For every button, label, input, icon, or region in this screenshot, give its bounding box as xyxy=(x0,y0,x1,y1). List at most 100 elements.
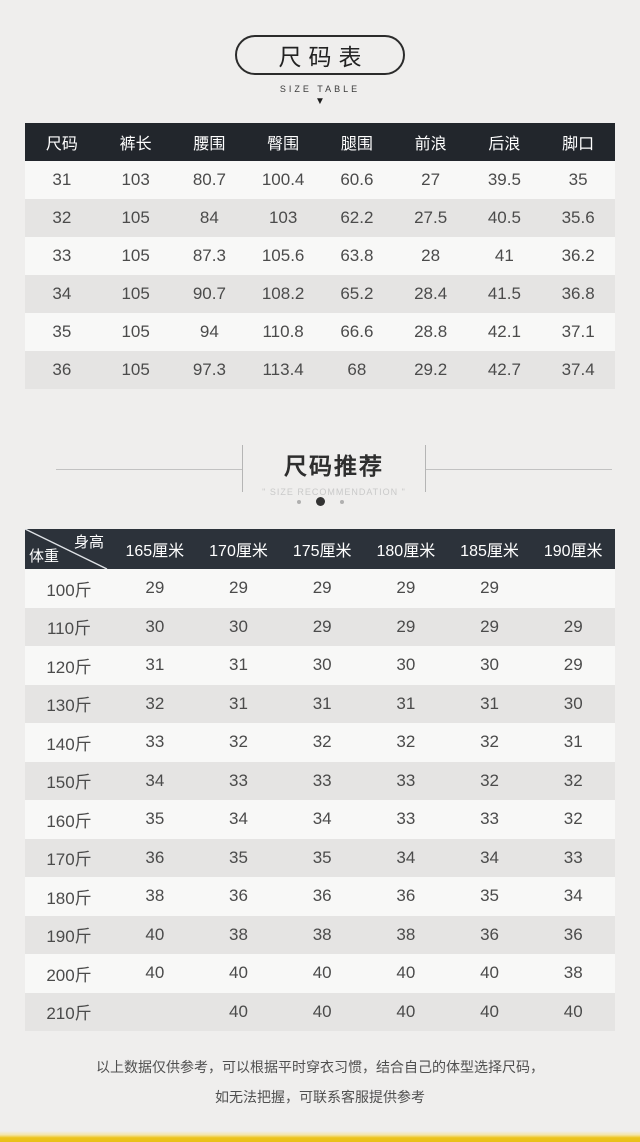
table-cell: 80.7 xyxy=(192,170,226,189)
table-row: 180斤 38 36 36 36 35 34 xyxy=(25,877,615,916)
column-header: 后浪 xyxy=(488,136,521,153)
table-cell: 105 xyxy=(121,246,150,265)
table-cell: 36 xyxy=(396,886,416,906)
table-cell: 32 xyxy=(52,208,72,227)
table-cell: 30 xyxy=(145,616,165,636)
table-cell: 68 xyxy=(347,360,367,379)
size-spec-table-header: 尺码 裤长 腰围 臀围 腿围 前浪 后浪 脚口 xyxy=(25,123,615,161)
table-row: 32 105 84 103 62.2 27.5 40.5 35.6 xyxy=(25,199,615,237)
table-row: 200斤 40 40 40 40 40 38 xyxy=(25,954,615,993)
table-row: 31 103 80.7 100.4 60.6 27 39.5 35 xyxy=(25,161,615,199)
table-cell: 32 xyxy=(145,693,165,713)
table-row: 35 105 94 110.8 66.6 28.8 42.1 37.1 xyxy=(25,313,615,351)
table-cell: 35 xyxy=(145,809,165,829)
table-cell: 37.1 xyxy=(561,322,595,341)
table-cell: 97.3 xyxy=(192,360,226,379)
table-cell: 27 xyxy=(421,170,441,189)
table-cell: 34 xyxy=(229,809,248,829)
table-cell: 33 xyxy=(396,809,416,829)
column-header: 185厘米 xyxy=(460,543,519,560)
table-cell: 35 xyxy=(568,170,588,189)
diagonal-divider xyxy=(25,529,108,569)
table-cell: 36 xyxy=(480,924,499,944)
table-cell: 39.5 xyxy=(487,170,521,189)
table-cell: 30 xyxy=(312,655,332,675)
table-cell: 38 xyxy=(563,963,583,983)
size-table-subtitle: SIZE TABLE xyxy=(279,84,361,94)
table-cell: 31 xyxy=(52,170,72,189)
table-cell: 34 xyxy=(563,886,583,906)
table-cell: 66.6 xyxy=(340,322,374,341)
table-cell: 29 xyxy=(229,578,248,598)
table-cell: 60.6 xyxy=(340,170,374,189)
pagination-dots xyxy=(0,497,640,506)
table-cell: 33 xyxy=(145,732,165,752)
footer-note-line1: 以上数据仅供参考，可以根据平时穿衣习惯，结合自己的体型选择尺码， xyxy=(96,1059,544,1075)
size-spec-table: 尺码 裤长 腰围 臀围 腿围 前浪 后浪 脚口 31 103 80.7 100.4 60.6 27 39.… xyxy=(25,123,615,389)
pagination-dot-active xyxy=(315,497,325,506)
size-recommendation-table: 身高 体重 165厘米 170厘米 175厘米 180厘米 185厘米 190厘米 100… xyxy=(25,529,615,1031)
table-row: 34 105 90.7 108.2 65.2 28.4 41.5 36.8 xyxy=(25,275,615,313)
table-cell: 65.2 xyxy=(340,284,374,303)
table-cell: 34 xyxy=(145,770,165,790)
table-cell: 32 xyxy=(563,809,583,829)
table-cell: 32 xyxy=(396,732,416,752)
column-header: 175厘米 xyxy=(292,543,352,560)
table-cell: 36.2 xyxy=(561,246,595,265)
height-axis-label: 身高 xyxy=(73,534,104,551)
pagination-dot xyxy=(339,499,344,504)
weight-label: 100斤 xyxy=(46,580,92,600)
table-cell: 36 xyxy=(52,360,72,379)
table-cell: 63.8 xyxy=(340,246,374,265)
table-row: 110斤 30 30 29 29 29 29 xyxy=(25,607,615,646)
weight-label: 160斤 xyxy=(46,811,92,831)
table-cell: 84 xyxy=(199,208,219,227)
table-cell: 35.6 xyxy=(561,208,595,227)
table-cell: 33 xyxy=(229,770,248,790)
table-cell: 40 xyxy=(312,963,332,983)
table-cell: 29 xyxy=(480,616,499,636)
column-header: 180厘米 xyxy=(376,543,436,560)
table-cell: 31 xyxy=(145,655,165,675)
table-cell: 36 xyxy=(563,924,583,944)
column-header: 170厘米 xyxy=(209,543,268,560)
weight-label: 110斤 xyxy=(46,619,92,639)
table-cell: 40 xyxy=(480,1001,499,1021)
table-cell: 90.7 xyxy=(192,284,226,303)
table-cell: 36.8 xyxy=(561,284,595,303)
table-cell: 38 xyxy=(396,924,416,944)
table-cell: 33 xyxy=(480,809,499,829)
table-cell: 41.5 xyxy=(487,284,521,303)
table-cell: 31 xyxy=(229,693,248,713)
table-cell: 28.8 xyxy=(414,322,448,341)
table-cell: 38 xyxy=(145,886,165,906)
table-cell: 40.5 xyxy=(487,208,521,227)
weight-label: 180斤 xyxy=(46,888,92,908)
column-header: 前浪 xyxy=(414,136,447,153)
table-cell: 29 xyxy=(396,616,416,636)
footer-note-line2: 如无法把握，可联系客服提供参考 xyxy=(215,1089,425,1105)
size-table-title-badge: 尺码表 xyxy=(235,35,405,75)
table-cell: 31 xyxy=(480,693,499,713)
table-cell: 40 xyxy=(396,963,416,983)
table-cell: 29 xyxy=(396,578,416,598)
table-cell: 33 xyxy=(396,770,416,790)
table-cell: 40 xyxy=(229,1001,248,1021)
table-cell: 30 xyxy=(229,616,248,636)
table-cell: 32 xyxy=(229,732,248,752)
table-cell: 34 xyxy=(480,847,499,867)
table-cell: 30 xyxy=(396,655,416,675)
table-cell: 29 xyxy=(145,578,165,598)
table-row: 210斤 40 40 40 40 40 xyxy=(25,992,615,1031)
column-header: 190厘米 xyxy=(543,543,603,560)
table-cell: 32 xyxy=(480,732,499,752)
table-cell: 41 xyxy=(494,246,514,265)
table-cell: 28 xyxy=(421,246,441,265)
table-cell: 36 xyxy=(312,886,332,906)
down-arrow-icon: ▼ xyxy=(315,96,325,107)
table-cell: 108.2 xyxy=(261,284,305,303)
table-cell: 40 xyxy=(396,1001,416,1021)
table-cell: 103 xyxy=(268,208,298,227)
table-cell: 105 xyxy=(121,360,150,379)
table-cell: 34 xyxy=(396,847,416,867)
